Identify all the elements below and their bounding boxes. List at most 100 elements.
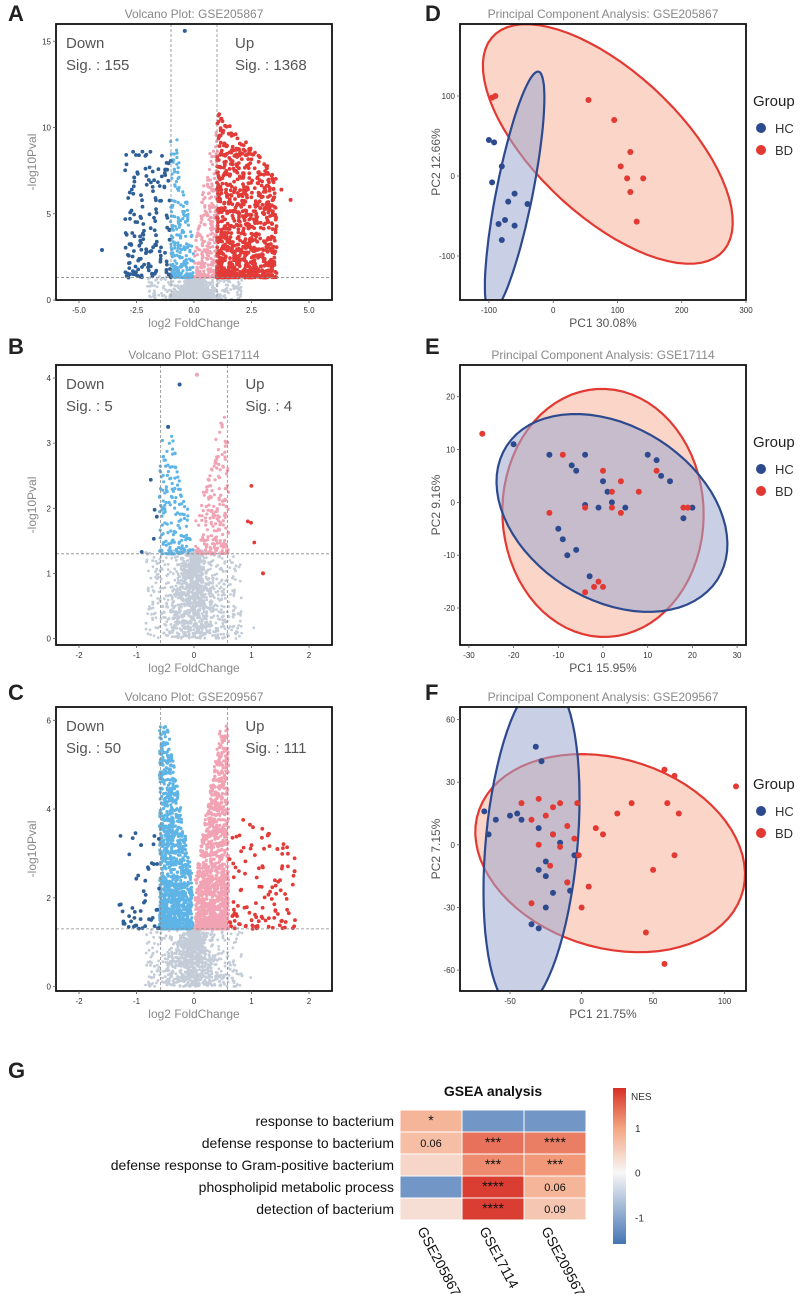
ns-point [207,293,210,296]
down-label: Down [66,376,104,393]
sig-up-point [254,219,258,223]
down-point [179,203,182,206]
sig-down-point [132,184,136,188]
ns-point [198,620,201,623]
sig-down-point [159,199,163,203]
down-point [159,536,162,539]
ns-point [232,285,235,288]
ns-point [204,938,207,941]
ns-point [228,615,231,618]
ns-point [183,627,186,630]
ns-point [228,583,231,586]
down-point [185,201,188,204]
ns-point [179,937,182,940]
ns-point [149,552,152,555]
ns-point [190,621,193,624]
sig-up-point [218,134,222,138]
ns-point [164,616,167,619]
sig-up-point [272,256,276,260]
ns-point [219,279,222,282]
down-point [178,176,181,179]
ns-point [207,963,210,966]
sig-up-point [267,263,271,267]
plot-title: Volcano Plot: GSE205867 [125,7,264,21]
sig-up-point [274,227,278,231]
sig-down-point [128,242,132,246]
ns-point [205,599,208,602]
ns-point [211,984,214,987]
up-point [194,250,197,253]
down-point [174,531,177,534]
sig-down-point [147,269,151,273]
ns-point [164,953,167,956]
ns-point [233,985,236,988]
ns-point [157,281,160,284]
y-tick-label: 1 [47,569,52,578]
sig-up-point [240,143,244,147]
ns-point [204,935,207,938]
sig-up-point [269,269,273,273]
down-point [173,452,176,455]
ns-point [235,972,238,975]
sig-up-point [248,161,252,165]
ns-point [240,955,243,958]
down-point [186,209,189,212]
up-point [212,188,215,191]
ns-point [162,960,165,963]
sig-down-point [144,167,148,171]
sig-up-point [233,265,237,269]
ns-point [211,634,214,637]
sig-up-point [225,249,229,253]
sig-up-point [216,224,220,228]
x-tick-label: -2.5 [130,306,144,315]
sig-up-point [242,251,246,255]
y-tick-label: 2 [47,504,52,513]
up-point [205,491,208,494]
sig-up-point [246,520,250,524]
up-point [212,512,215,515]
ns-point [198,615,201,618]
ns-point [151,559,154,562]
ns-point [188,633,191,636]
down-point [188,537,191,540]
ns-point [222,934,225,937]
sig-up-point [234,254,238,258]
down-point [185,545,188,548]
up-point [208,479,211,482]
ns-point [239,580,242,583]
ns-point [221,557,224,560]
down-point [164,459,167,462]
up-point [208,168,211,171]
up-point [216,510,219,513]
up-point [207,509,210,512]
y-axis-label: -log10Pval [25,134,39,191]
down-point [186,514,189,517]
sig-down-point [160,154,164,158]
ns-point [195,557,198,560]
sig-up-point [226,245,230,249]
ns-point [152,589,155,592]
x-tick-label: -5.0 [72,306,86,315]
down-point [177,201,180,204]
ns-point [167,581,170,584]
ns-point [195,566,198,569]
ns-point [178,959,181,962]
up-point [204,516,207,519]
up-point [211,489,214,492]
ns-point [149,629,152,632]
up-point [218,515,221,518]
ns-point [176,555,179,558]
ns-point [215,584,218,587]
ns-point [169,594,172,597]
ns-point [214,603,217,606]
ns-point [153,985,156,988]
ns-point [232,959,235,962]
down-point [183,505,186,508]
sig-up-point [229,162,233,166]
up-point [196,253,199,256]
sig-up-point [218,165,222,169]
ns-point [151,618,154,621]
ns-point [173,593,176,596]
up-sig-count: Sig. : 4 [245,398,292,415]
outlier-point [132,176,136,180]
